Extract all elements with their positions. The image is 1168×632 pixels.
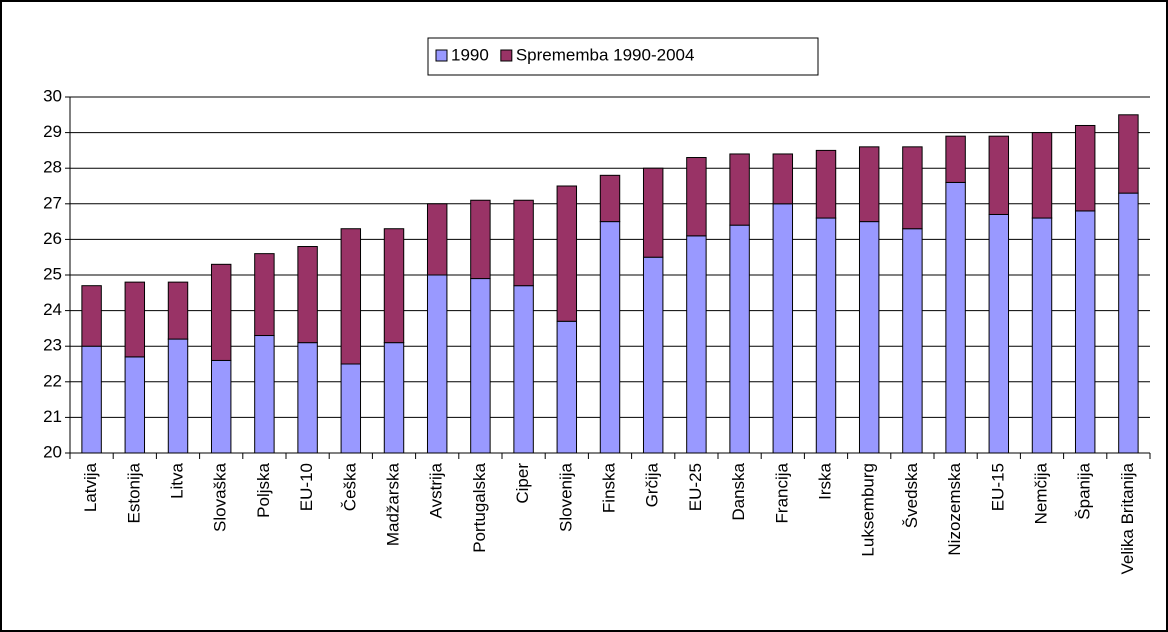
y-tick-label: 21	[43, 407, 62, 426]
x-tick-label: Španija	[1075, 462, 1094, 519]
bar-segment	[81, 345, 102, 454]
bar-segment	[426, 274, 448, 454]
legend-swatch	[435, 49, 448, 62]
y-tick-label: 28	[43, 158, 62, 177]
bar-segment	[945, 181, 966, 454]
x-tick-label: Francija	[772, 462, 791, 523]
x-tick-label: Češka	[340, 462, 359, 511]
bar-segment	[945, 135, 966, 183]
x-tick-label: Grčija	[643, 462, 662, 507]
legend-box	[427, 37, 819, 76]
bar-segment	[167, 281, 189, 340]
y-tick-label: 30	[43, 86, 62, 105]
bar-segment	[340, 228, 362, 365]
bar-segment	[772, 153, 794, 205]
bar-segment	[297, 342, 318, 454]
x-tick-label: Danska	[729, 462, 748, 520]
bar-segment	[988, 213, 1010, 454]
bar-segment	[1031, 217, 1053, 454]
bar-segment	[858, 146, 880, 223]
bar-segment	[1074, 124, 1096, 212]
bar-segment	[1074, 210, 1096, 454]
y-tick-label: 24	[43, 300, 62, 319]
bar-segment	[858, 221, 880, 454]
bar-segment	[210, 359, 232, 454]
bar-segment	[1031, 132, 1053, 219]
x-tick-label: EU-10	[297, 463, 316, 511]
x-tick-label: Irska	[815, 462, 834, 499]
x-tick-label: Estonija	[124, 462, 143, 523]
x-tick-label: Portugalska	[470, 462, 489, 552]
legend-label: Sprememba 1990-2004	[516, 45, 695, 64]
bar-segment	[772, 203, 794, 454]
x-tick-label: Nemčija	[1031, 462, 1050, 524]
bar-segment	[599, 221, 621, 454]
y-tick-label: 27	[43, 193, 62, 212]
bar-segment	[210, 263, 232, 361]
y-tick-label: 29	[43, 122, 62, 141]
bar-segment	[470, 278, 491, 454]
legend-label: 1990	[451, 45, 489, 64]
bar-segment	[340, 363, 362, 454]
bar-segment	[513, 199, 534, 287]
bar-segment	[426, 203, 448, 276]
bar-segment	[297, 246, 318, 344]
bar-segment	[383, 228, 405, 344]
x-tick-label: Madžarska	[383, 462, 402, 546]
bar-segment	[599, 174, 621, 223]
bar-segment	[642, 167, 664, 258]
x-tick-label: Avstrija	[427, 462, 446, 518]
x-tick-label: Slovaška	[211, 462, 230, 532]
y-tick-label: 22	[43, 371, 62, 390]
x-tick-label: Nizozemska	[945, 462, 964, 555]
bar-segment	[1118, 114, 1139, 194]
bar-segment	[470, 199, 491, 280]
bar-segment	[686, 157, 707, 237]
legend-swatch	[500, 49, 513, 62]
bar-segment	[513, 285, 534, 454]
bar-segment	[124, 281, 146, 358]
x-tick-label: Ciper	[513, 463, 532, 504]
bar-segment	[556, 320, 578, 454]
bar-segment	[902, 228, 923, 454]
bar-segment	[902, 146, 923, 230]
bar-segment	[815, 149, 837, 219]
x-tick-label: EU-25	[686, 463, 705, 511]
x-tick-label: Poljska	[254, 462, 273, 517]
bar-segment	[81, 285, 102, 347]
x-tick-label: Litva	[167, 462, 186, 498]
y-tick-label: 26	[43, 229, 62, 248]
x-tick-label: Švedska	[902, 462, 921, 528]
bar-segment	[642, 256, 664, 454]
bar-segment	[124, 356, 146, 454]
x-tick-label: Slovenija	[556, 462, 575, 532]
bar-segment	[686, 235, 707, 454]
bar-segment	[729, 153, 750, 226]
y-tick-label: 23	[43, 336, 62, 355]
x-tick-label: Latvija	[81, 462, 100, 512]
bar-segment	[729, 224, 750, 454]
bar-segment	[167, 338, 189, 454]
x-tick-label: Luksemburg	[859, 463, 878, 557]
x-tick-label: EU-15	[988, 463, 1007, 511]
x-tick-label: Velika Britanija	[1118, 462, 1137, 574]
bar-segment	[1118, 192, 1139, 454]
y-tick-label: 25	[43, 264, 62, 283]
bar-segment	[254, 335, 275, 454]
bar-segment	[556, 185, 578, 322]
bar-segment	[988, 135, 1010, 215]
bar-segment	[383, 342, 405, 454]
y-tick-label: 20	[43, 442, 62, 461]
bar-segment	[815, 217, 837, 454]
bar-segment	[254, 253, 275, 337]
x-tick-label: Finska	[599, 462, 618, 513]
